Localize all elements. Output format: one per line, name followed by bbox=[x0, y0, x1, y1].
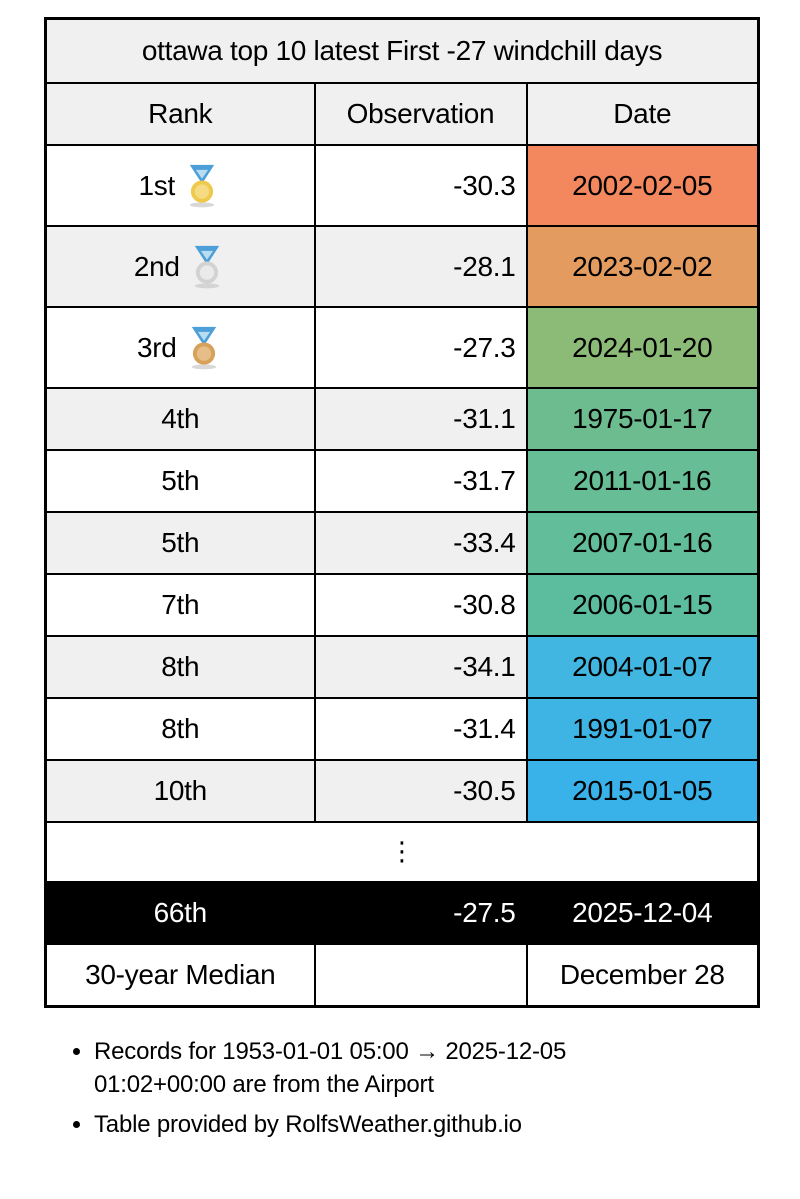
table-row: 2nd -28.1 2023-02-02 bbox=[44, 225, 760, 308]
observation-cell: -27.5 bbox=[313, 881, 528, 945]
observation-cell: -30.5 bbox=[313, 759, 528, 823]
records-table: ottawa top 10 latest First -27 windchill… bbox=[44, 17, 760, 1008]
rank-label: 2nd bbox=[133, 250, 180, 282]
title-row: ottawa top 10 latest First -27 windchill… bbox=[44, 17, 760, 84]
header-row: Rank Observation Date bbox=[44, 82, 760, 146]
footnote-provider: Table provided by RolfsWeather.github.io bbox=[94, 1108, 684, 1141]
rank-cell: 8th bbox=[44, 635, 316, 699]
observation-cell: -34.1 bbox=[313, 635, 528, 699]
date-cell: December 28 bbox=[525, 943, 760, 1008]
date-cell: 2004-01-07 bbox=[525, 635, 760, 699]
table-row: 5th -31.7 2011-01-16 bbox=[44, 449, 760, 513]
rank-cell: 4th bbox=[44, 387, 316, 451]
rank-cell: 1st bbox=[44, 144, 316, 227]
date-cell: 1991-01-07 bbox=[525, 697, 760, 761]
table-row: 8th -31.4 1991-01-07 bbox=[44, 697, 760, 761]
table-row: 7th -30.8 2006-01-15 bbox=[44, 573, 760, 637]
table-row: 4th -31.1 1975-01-17 bbox=[44, 387, 760, 451]
column-header-rank: Rank bbox=[44, 82, 316, 146]
footnote-records-range: Records for 1953-01-01 05:00 → 2025-12-0… bbox=[94, 1035, 684, 1101]
date-cell: 1975-01-17 bbox=[525, 387, 760, 451]
rank-cell: 2nd bbox=[44, 225, 316, 308]
median-row: 30-year Median December 28 bbox=[44, 943, 760, 1008]
observation-cell: -27.3 bbox=[313, 306, 528, 389]
observation-cell: -33.4 bbox=[313, 511, 528, 575]
gold-medal-icon bbox=[182, 163, 222, 209]
footnotes: Records for 1953-01-01 05:00 → 2025-12-0… bbox=[70, 1035, 684, 1141]
rank-cell: 66th bbox=[44, 881, 316, 945]
table-row: 3rd -27.3 2024-01-20 bbox=[44, 306, 760, 389]
table-row: 8th -34.1 2004-01-07 bbox=[44, 635, 760, 699]
table-row: 1st -30.3 2002-02-05 bbox=[44, 144, 760, 227]
rank-cell: 7th bbox=[44, 573, 316, 637]
rank-cell: 8th bbox=[44, 697, 316, 761]
ellipsis-row: ⋮ bbox=[44, 821, 760, 883]
date-cell: 2023-02-02 bbox=[525, 225, 760, 308]
observation-cell: -31.1 bbox=[313, 387, 528, 451]
table-title: ottawa top 10 latest First -27 windchill… bbox=[44, 17, 760, 84]
column-header-observation: Observation bbox=[313, 82, 528, 146]
table-row: 5th -33.4 2007-01-16 bbox=[44, 511, 760, 575]
table-row: 10th -30.5 2015-01-05 bbox=[44, 759, 760, 823]
rank-cell: 3rd bbox=[44, 306, 316, 389]
rank-cell: 10th bbox=[44, 759, 316, 823]
observation-cell: -31.4 bbox=[313, 697, 528, 761]
observation-cell: -30.3 bbox=[313, 144, 528, 227]
median-label-cell: 30-year Median bbox=[44, 943, 316, 1008]
records-table-container: ottawa top 10 latest First -27 windchill… bbox=[44, 17, 760, 1008]
observation-cell bbox=[313, 943, 528, 1008]
date-cell: 2007-01-16 bbox=[525, 511, 760, 575]
rank-cell: 5th bbox=[44, 449, 316, 513]
date-cell: 2006-01-15 bbox=[525, 573, 760, 637]
date-cell: 2011-01-16 bbox=[525, 449, 760, 513]
column-header-date: Date bbox=[525, 82, 760, 146]
date-cell: 2015-01-05 bbox=[525, 759, 760, 823]
rank-label: 1st bbox=[138, 169, 176, 201]
bronze-medal-icon bbox=[184, 325, 224, 371]
rank-label: 3rd bbox=[136, 331, 177, 363]
current-record-row: 66th -27.5 2025-12-04 bbox=[44, 881, 760, 945]
silver-medal-icon bbox=[187, 244, 227, 290]
vertical-ellipsis: ⋮ bbox=[44, 821, 760, 883]
observation-cell: -31.7 bbox=[313, 449, 528, 513]
observation-cell: -30.8 bbox=[313, 573, 528, 637]
rank-cell: 5th bbox=[44, 511, 316, 575]
date-cell: 2002-02-05 bbox=[525, 144, 760, 227]
observation-cell: -28.1 bbox=[313, 225, 528, 308]
date-cell: 2024-01-20 bbox=[525, 306, 760, 389]
date-cell: 2025-12-04 bbox=[525, 881, 760, 945]
